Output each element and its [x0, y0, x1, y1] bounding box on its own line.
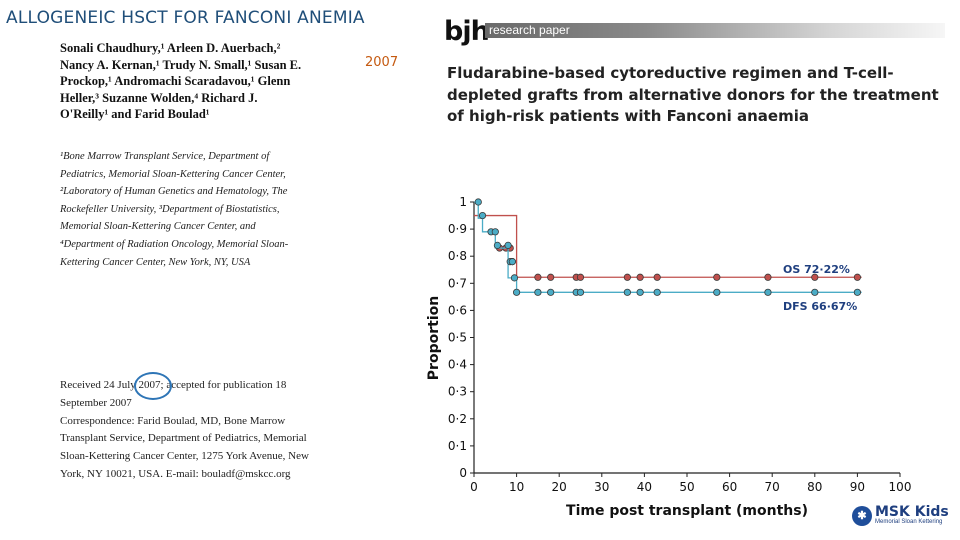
- x-tick-label: 100: [889, 480, 912, 494]
- os-censor-point: [713, 273, 721, 281]
- msk-logo-sub: Memorial Sloan Kettering: [875, 519, 943, 525]
- os-censor-point: [764, 273, 772, 281]
- paper-title: Fludarabine-based cytoreductive regimen …: [447, 64, 939, 125]
- journal-logo: bjh: [444, 16, 490, 47]
- dfs-censor-point: [508, 258, 516, 266]
- dfs-censor-point: [623, 288, 631, 296]
- dfs-censor-point: [576, 288, 585, 296]
- os-censor-point: [636, 273, 644, 281]
- x-tick-label: 80: [807, 480, 822, 494]
- dfs-censor-point: [534, 288, 542, 296]
- os-censor-point: [853, 273, 861, 281]
- dfs-censor-point: [491, 228, 499, 236]
- correspondence: Correspondence: Farid Boulad, MD, Bone M…: [60, 414, 309, 480]
- y-tick-label: 0·7: [448, 276, 467, 290]
- affiliations: ¹Bone Marrow Transplant Service, Departm…: [60, 151, 289, 268]
- dfs-survival-line: [474, 201, 862, 293]
- paper-type-label: research paper: [489, 23, 570, 37]
- os-censor-point: [547, 273, 555, 281]
- highlight-circle: [133, 372, 172, 400]
- dfs-censor-point: [510, 274, 519, 282]
- dfs-censor-point: [764, 288, 772, 296]
- x-tick-label: 40: [637, 480, 652, 494]
- x-tick-label: 50: [679, 480, 694, 494]
- received-block: Received 24 July 2007; accepted for publ…: [60, 372, 320, 484]
- os-censor-point: [653, 273, 661, 281]
- y-tick-label: 0·5: [448, 331, 467, 345]
- chart-series: [474, 198, 862, 296]
- year-annotation: 2007: [365, 55, 399, 70]
- y-tick-label: 0·1: [448, 439, 467, 453]
- dfs-censor-point: [811, 288, 819, 296]
- x-tick-label: 90: [850, 480, 865, 494]
- x-tick-label: 0: [470, 480, 478, 494]
- chart-axes: 0 10 20 30 40 50 60 70 80 90 100 0 0·1 0·2 0·3 0·4 0·5 0·…: [448, 195, 912, 494]
- x-tick-label: 70: [765, 480, 780, 494]
- msk-emblem-icon: ✱: [852, 505, 872, 526]
- y-tick-label: 0·6: [448, 303, 467, 317]
- dfs-censor-point: [547, 288, 555, 296]
- os-censor-point: [534, 273, 542, 281]
- dfs-censor-point: [653, 288, 661, 296]
- paper-type-band: research paper: [485, 23, 945, 38]
- msk-logo-name: MSK Kids: [875, 504, 949, 520]
- dfs-censor-point: [853, 288, 861, 296]
- received-prefix: Received 24 July: [60, 379, 139, 391]
- os-censor-point: [576, 273, 585, 281]
- x-axis-label: Time post transplant (months): [566, 503, 808, 519]
- y-tick-label: 0·3: [448, 385, 467, 399]
- x-tick-label: 20: [552, 480, 567, 494]
- dfs-censor-point: [474, 198, 482, 206]
- dfs-label: DFS 66·67%: [783, 300, 857, 313]
- msk-kids-logo: ✱ MSK Kids Memorial Sloan Kettering: [852, 505, 949, 526]
- os-censor-point: [811, 273, 819, 281]
- os-label: OS 72·22%: [783, 263, 850, 276]
- dfs-censor-point: [636, 288, 644, 296]
- dfs-censor-point: [513, 288, 521, 296]
- y-tick-label: 0: [459, 466, 467, 480]
- dfs-censor-point: [504, 241, 512, 249]
- x-tick-label: 30: [594, 480, 609, 494]
- x-tick-label: 10: [509, 480, 524, 494]
- y-tick-label: 1: [459, 195, 467, 209]
- os-survival-line: [474, 214, 862, 278]
- x-tick-label: 60: [722, 480, 737, 494]
- y-tick-label: 0·4: [448, 358, 467, 372]
- dfs-censor-point: [713, 288, 721, 296]
- y-tick-label: 0·8: [448, 249, 467, 263]
- author-list: Sonali Chaudhury,¹ Arleen D. Auerbach,² …: [60, 41, 302, 121]
- dfs-censor-point: [478, 211, 487, 220]
- y-tick-label: 0·9: [448, 222, 467, 236]
- y-tick-label: 0·2: [448, 412, 467, 426]
- y-axis-label: Proportion: [426, 296, 442, 380]
- survival-chart: 0 10 20 30 40 50 60 70 80 90 100 0 0·1 0·2 0·3 0·4 0·5 0·…: [426, 195, 912, 519]
- dfs-censor-point: [493, 241, 502, 249]
- circled-year: 2007: [133, 372, 172, 400]
- slide-title: ALLOGENEIC HSCT FOR FANCONI ANEMIA: [6, 8, 365, 28]
- received-suffix: ; accepted for publication 18 September …: [60, 379, 287, 409]
- os-censor-point: [623, 273, 631, 281]
